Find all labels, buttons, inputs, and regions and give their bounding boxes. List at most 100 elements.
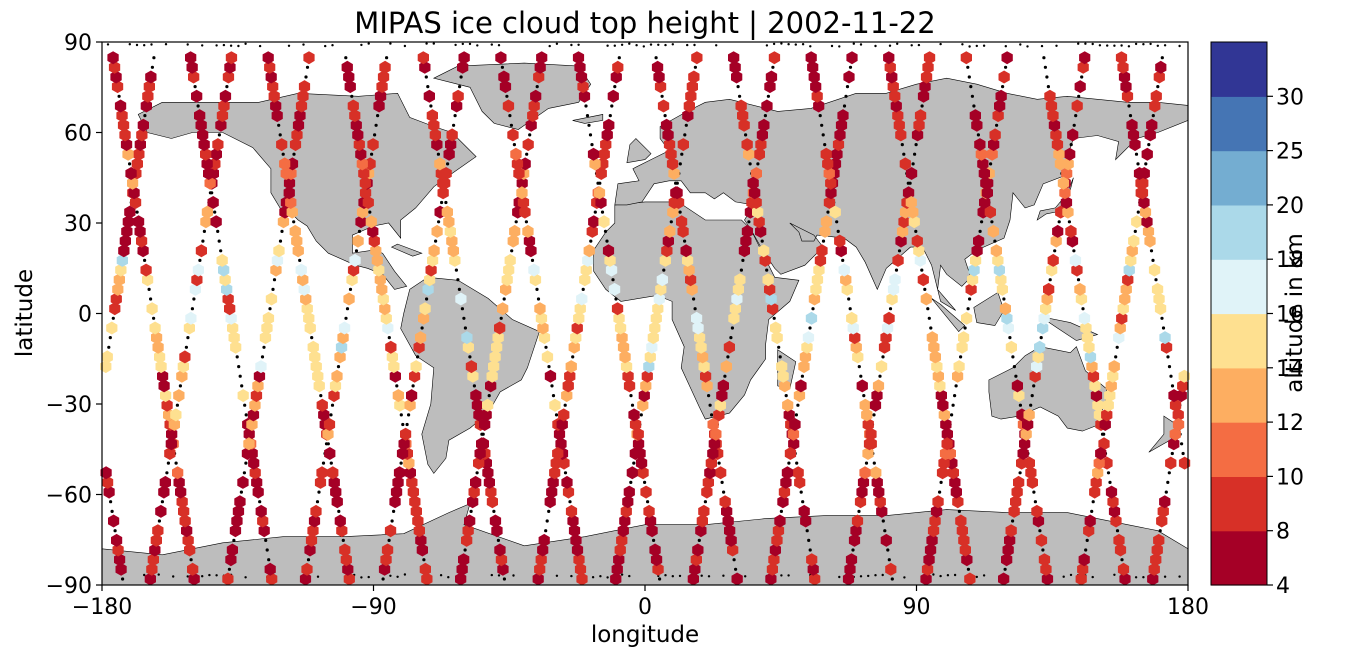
- cloud-top-marker: [1046, 263, 1058, 277]
- cloud-top-marker: [998, 70, 1010, 84]
- cloud-top-marker: [823, 196, 836, 209]
- track-dot: [108, 336, 112, 340]
- cloud-top-marker: [154, 350, 166, 364]
- cloud-top-marker: [721, 504, 733, 518]
- track-dot: [280, 229, 284, 233]
- track-dot: [683, 239, 687, 243]
- cloud-top-marker: [511, 157, 524, 171]
- cloud-top-marker: [573, 311, 585, 325]
- track-dot: [872, 461, 876, 465]
- track-dot: [739, 268, 744, 272]
- track-dot: [596, 181, 600, 185]
- track-dot: [399, 461, 403, 465]
- cloud-top-marker: [716, 389, 728, 403]
- cloud-top-marker: [303, 311, 315, 325]
- track-dot: [1091, 42, 1094, 46]
- track-dot: [475, 471, 479, 475]
- cloud-top-marker: [949, 475, 961, 489]
- track-dot: [683, 133, 687, 137]
- cloud-top-marker: [913, 244, 925, 258]
- track-dot: [434, 239, 438, 243]
- track-dot: [463, 326, 467, 330]
- cloud-top-marker: [995, 273, 1007, 287]
- track-dot: [1072, 123, 1076, 127]
- cloud-top-marker: [758, 118, 770, 132]
- cloud-top-marker: [1120, 282, 1132, 296]
- track-dot: [500, 65, 504, 69]
- cloud-top-marker: [328, 475, 340, 489]
- track-dot: [652, 538, 656, 543]
- cloud-top-marker: [188, 70, 200, 84]
- track-dot: [376, 114, 380, 118]
- track-dot: [238, 374, 242, 378]
- cloud-top-marker: [1001, 553, 1013, 567]
- track-dot: [1102, 432, 1106, 436]
- cloud-top-marker: [640, 379, 652, 393]
- cloud-top-marker: [292, 244, 304, 258]
- track-dot: [780, 574, 783, 577]
- track-dot: [232, 538, 236, 543]
- cloud-top-marker: [886, 70, 898, 84]
- track-dot: [165, 471, 169, 475]
- cloud-top-marker: [941, 427, 953, 441]
- track-dot: [600, 210, 605, 214]
- x-tick-label: 0: [638, 595, 652, 620]
- cloud-top-marker: [340, 553, 352, 567]
- cloud-top-marker: [846, 51, 858, 65]
- cloud-top-marker: [289, 138, 302, 152]
- cloud-top-marker: [419, 302, 431, 316]
- cloud-top-marker: [406, 389, 418, 403]
- track-dot: [772, 316, 776, 320]
- track-dot: [906, 181, 910, 185]
- cloud-top-marker: [580, 263, 592, 277]
- track-dot: [657, 43, 660, 46]
- cloud-top-marker: [449, 253, 461, 267]
- cloud-top-marker: [677, 138, 689, 152]
- track-dot: [1136, 210, 1140, 214]
- cloud-top-marker: [1177, 379, 1189, 393]
- cloud-top-marker: [772, 524, 785, 538]
- track-dot: [729, 336, 733, 340]
- cloud-top-marker: [102, 475, 114, 489]
- track-dot: [462, 316, 466, 320]
- track-dot: [927, 316, 931, 320]
- cloud-top-marker: [755, 224, 767, 238]
- cloud-top-marker: [632, 427, 644, 441]
- track-dot: [678, 162, 682, 166]
- track-dot: [1164, 490, 1168, 494]
- cloud-top-marker: [349, 253, 361, 267]
- cloud-top-marker: [262, 51, 274, 65]
- colorbar-label: altitude in km: [1282, 233, 1308, 393]
- cloud-top-marker: [640, 485, 652, 499]
- cloud-top-marker: [388, 360, 400, 374]
- cloud-top-marker: [601, 128, 613, 142]
- track-dot: [703, 500, 708, 504]
- cloud-top-marker: [568, 340, 580, 354]
- cloud-top-marker: [843, 70, 855, 84]
- cloud-top-marker: [1141, 147, 1153, 161]
- cloud-top-marker: [574, 562, 587, 576]
- x-tick-label: −90: [350, 595, 396, 620]
- cloud-top-marker: [379, 302, 391, 316]
- cloud-top-marker: [331, 369, 343, 383]
- cloud-top-marker: [346, 273, 358, 287]
- cloud-top-marker: [334, 350, 346, 364]
- cloud-top-marker: [322, 427, 334, 441]
- cloud-top-marker: [562, 485, 575, 499]
- cloud-top-marker: [1067, 128, 1079, 142]
- cloud-top-marker: [992, 253, 1004, 267]
- track-dot: [1113, 44, 1116, 47]
- cloud-top-marker: [136, 234, 148, 248]
- cloud-top-marker: [347, 99, 359, 113]
- cloud-top-marker: [334, 514, 346, 528]
- cloud-top-marker: [283, 176, 296, 190]
- cloud-top-marker: [501, 273, 513, 287]
- cloud-top-marker: [1013, 475, 1025, 489]
- cloud-top-marker: [660, 118, 673, 132]
- cloud-top-marker: [1148, 263, 1161, 277]
- colorbar-tick-label: 18: [1276, 248, 1304, 273]
- cloud-top-marker: [961, 311, 973, 325]
- cloud-top-marker: [740, 234, 752, 248]
- cloud-top-marker: [384, 524, 397, 538]
- cloud-top-marker: [923, 553, 935, 567]
